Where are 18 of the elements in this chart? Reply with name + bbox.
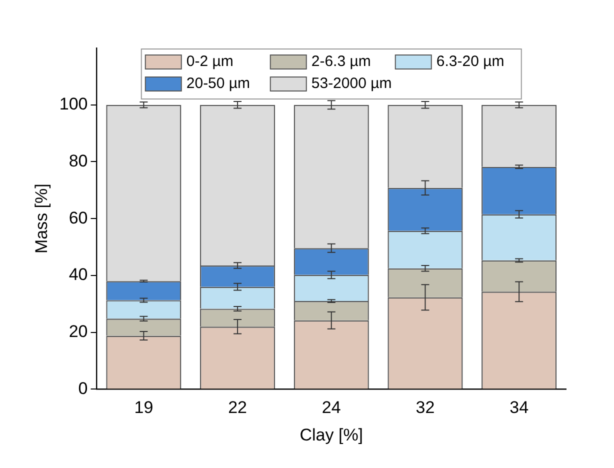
y-tick-label: 40 xyxy=(68,265,88,284)
y-tick-label: 0 xyxy=(78,378,88,398)
legend-label: 20-50 µm xyxy=(186,75,250,92)
legend-label: 2-6.3 µm xyxy=(311,53,371,70)
x-tick-label: 24 xyxy=(322,398,341,418)
x-tick-label: 34 xyxy=(510,398,529,418)
y-tick-label: 80 xyxy=(68,151,88,170)
y-tick-label: 100 xyxy=(59,94,88,114)
legend-label: 53-2000 µm xyxy=(311,75,392,92)
x-tick-label: 22 xyxy=(228,398,247,418)
y-tick-label: 60 xyxy=(68,208,88,228)
x-tick-label: 32 xyxy=(416,398,435,418)
legend-label: 0-2 µm xyxy=(186,53,234,70)
y-tick-label: 20 xyxy=(68,322,88,342)
x-axis-title: Clay [%] xyxy=(300,425,364,444)
legend-label: 6.3-20 µm xyxy=(436,53,504,70)
x-tick-label: 19 xyxy=(134,398,154,418)
y-axis-title: Mass [%] xyxy=(32,184,51,254)
